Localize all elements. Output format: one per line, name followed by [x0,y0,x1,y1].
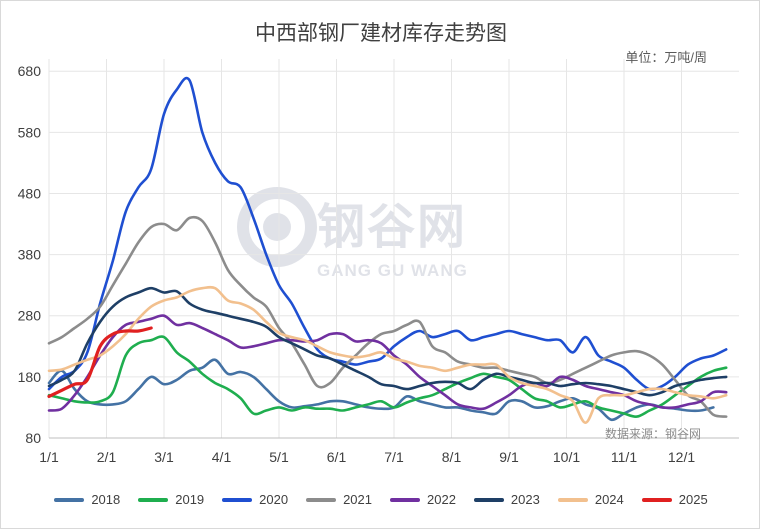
legend-swatch [473,497,504,502]
x-tick-label: 1/1 [39,449,59,465]
x-tick-label: 7/1 [384,449,404,465]
legend-swatch [222,497,253,502]
legend-label: 2023 [510,492,540,507]
legend-label: 2020 [259,492,289,507]
legend-item-2024: 2024 [557,492,624,507]
x-tick-label: 3/1 [154,449,174,465]
legend-item-2020: 2020 [222,492,288,507]
legend-item-2021: 2021 [306,492,372,507]
legend-swatch [306,497,337,502]
y-tick-label: 180 [18,369,42,385]
legend-item-2025: 2025 [641,492,708,507]
legend-swatch [390,497,420,502]
legend-swatch [138,497,169,502]
x-tick-label: 9/1 [499,449,519,465]
y-tick-label: 80 [25,430,41,446]
legend-label: 2024 [594,492,624,507]
series-line-2018 [47,358,715,422]
series-line-2021 [47,215,728,418]
legend-swatch [641,497,672,502]
legend-item-2019: 2019 [138,492,204,507]
legend-label: 2019 [175,492,205,507]
x-tick-label: 10/1 [553,449,580,465]
y-tick-label: 680 [18,63,42,79]
y-tick-label: 480 [18,185,42,201]
legend-item-2023: 2023 [473,492,540,507]
series-line-2020 [47,76,728,391]
series-line-2024 [47,285,728,424]
legend-label: 2022 [427,492,456,507]
legend-label: 2018 [91,492,121,507]
x-tick-label: 6/1 [327,449,347,465]
y-tick-label: 280 [18,308,42,324]
legend-label: 2025 [678,492,708,507]
chart-legend: 2018 2019 2020 2021 2022 2023 2024 2025 [1,492,760,507]
legend-swatch [557,497,588,502]
x-tick-label: 5/1 [269,449,289,465]
x-tick-label: 11/1 [611,449,637,465]
y-tick-label: 380 [18,247,42,263]
watermark-logo: 钢谷网 GANG GU WANG [237,179,487,289]
series-line-2019 [47,335,728,418]
x-tick-label: 8/1 [442,449,462,465]
series-line-2022 [47,314,728,412]
legend-item-2018: 2018 [54,492,120,507]
unit-label: 单位：万吨/周 [625,50,707,65]
watermark-cn: 钢谷网 [317,199,468,255]
series-line-2025 [47,326,153,398]
x-tick-label: 4/1 [212,449,232,465]
chart-title: 中西部钢厂建材库存走势图 [255,22,507,45]
legend-item-2022: 2022 [390,492,456,507]
x-tick-label: 12/1 [668,449,695,465]
data-source: 数据来源：钢谷网 [605,427,702,441]
watermark-en: GANG GU WANG [317,261,468,280]
legend-swatch [54,497,85,502]
series-line-2023 [47,286,728,397]
y-tick-label: 580 [18,124,42,140]
x-tick-label: 2/1 [97,449,117,465]
legend-label: 2021 [343,492,372,507]
